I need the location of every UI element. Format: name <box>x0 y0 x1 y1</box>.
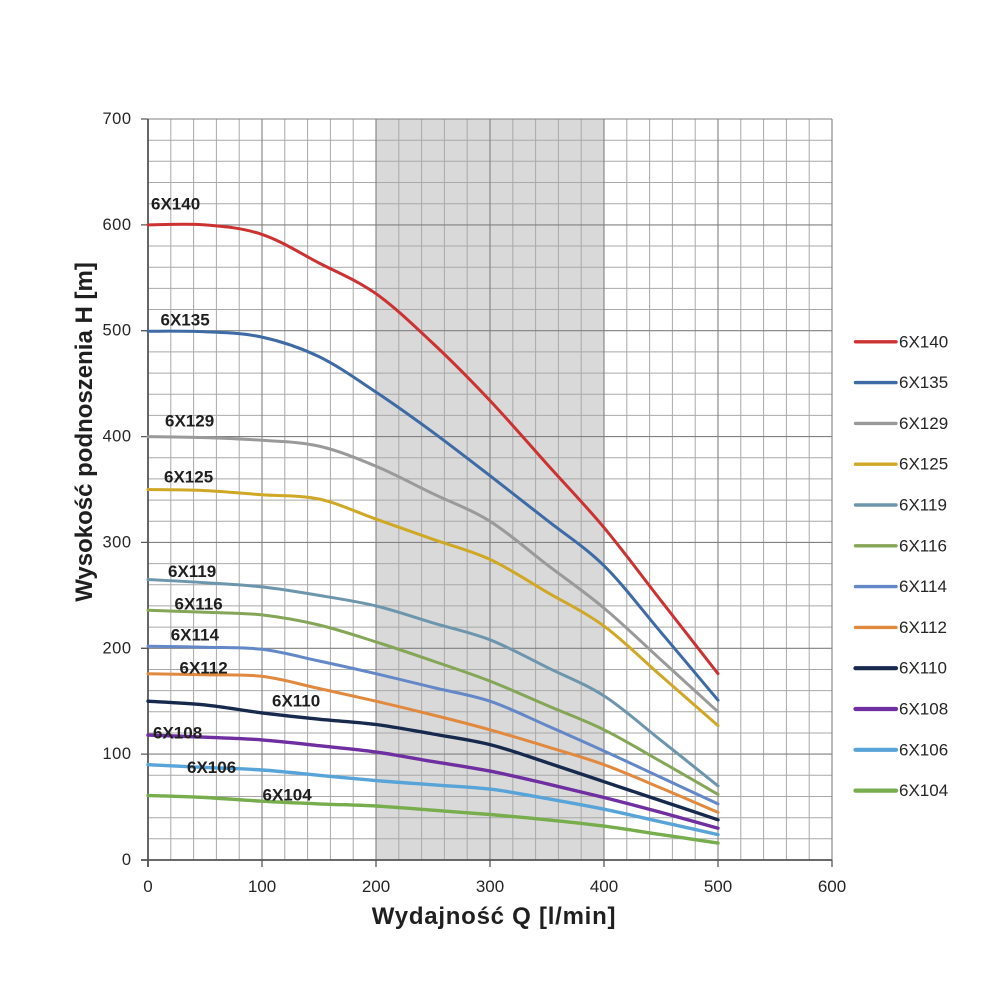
svg-text:6X114: 6X114 <box>899 577 947 596</box>
svg-text:100: 100 <box>248 877 276 896</box>
svg-text:0: 0 <box>122 851 132 869</box>
svg-text:6X104: 6X104 <box>899 781 948 800</box>
svg-text:6X125: 6X125 <box>164 468 213 487</box>
svg-text:6X140: 6X140 <box>151 195 200 214</box>
svg-text:6X106: 6X106 <box>899 740 948 759</box>
svg-text:6X112: 6X112 <box>180 659 228 678</box>
svg-text:6X110: 6X110 <box>272 692 320 711</box>
svg-text:6X114: 6X114 <box>171 626 220 645</box>
svg-text:0: 0 <box>143 877 152 896</box>
svg-text:6X129: 6X129 <box>899 414 948 433</box>
svg-text:6X119: 6X119 <box>168 562 216 581</box>
svg-text:6X140: 6X140 <box>899 332 948 351</box>
svg-text:Wydajność Q [l/min]: Wydajność Q [l/min] <box>372 903 617 930</box>
svg-text:6X119: 6X119 <box>899 496 947 515</box>
svg-text:6X135: 6X135 <box>899 373 948 392</box>
svg-text:600: 600 <box>818 877 846 896</box>
svg-text:400: 400 <box>590 877 618 896</box>
svg-text:700: 700 <box>102 110 131 128</box>
svg-text:200: 200 <box>362 877 390 896</box>
svg-text:500: 500 <box>102 322 131 340</box>
svg-text:300: 300 <box>476 877 504 896</box>
svg-text:6X104: 6X104 <box>263 786 313 805</box>
svg-text:300: 300 <box>102 533 131 551</box>
svg-text:Wysokość podnoszenia H [m]: Wysokość podnoszenia H [m] <box>71 262 98 602</box>
svg-text:200: 200 <box>102 639 131 657</box>
svg-text:6X125: 6X125 <box>899 455 948 474</box>
svg-text:6X106: 6X106 <box>187 758 236 777</box>
svg-text:6X108: 6X108 <box>153 724 202 743</box>
svg-text:500: 500 <box>704 877 732 896</box>
svg-text:6X108: 6X108 <box>899 700 948 719</box>
svg-text:6X116: 6X116 <box>899 536 947 555</box>
svg-text:6X110: 6X110 <box>899 659 947 678</box>
svg-text:100: 100 <box>102 745 131 763</box>
svg-text:6X129: 6X129 <box>165 412 214 431</box>
svg-text:6X116: 6X116 <box>175 595 223 614</box>
svg-text:600: 600 <box>102 216 131 234</box>
svg-text:6X135: 6X135 <box>161 311 210 330</box>
svg-text:6X112: 6X112 <box>899 618 947 637</box>
svg-text:400: 400 <box>102 428 131 446</box>
